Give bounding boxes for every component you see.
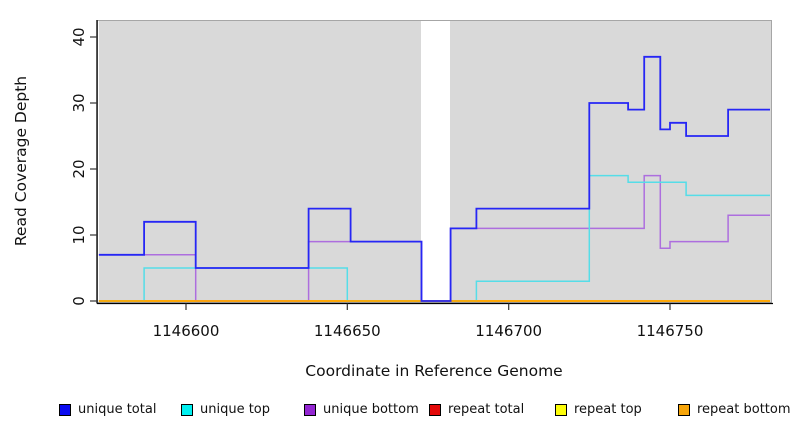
y-axis-title: Read Coverage Depth: [12, 75, 30, 247]
y-tick-label: 0: [70, 296, 88, 306]
legend-item-unique-top: unique top: [181, 403, 270, 417]
x-tick-label: 1146600: [152, 322, 220, 340]
series-unique-total: [98, 55, 770, 302]
legend-item-unique-total: unique total: [59, 403, 156, 417]
legend-swatch-icon: [555, 404, 567, 416]
legend-swatch-icon: [429, 404, 441, 416]
legend-swatch-icon: [304, 404, 316, 416]
legend-label: repeat top: [574, 402, 642, 417]
legend-label: unique top: [200, 402, 271, 417]
series-unique-bottom: [98, 174, 770, 302]
legend-swatch-icon: [678, 404, 690, 416]
legend-swatch-icon: [181, 404, 193, 416]
legend-label: unique bottom: [323, 402, 419, 417]
y-tick-label: 40: [70, 27, 88, 47]
legend-item-repeat-top: repeat top: [555, 403, 642, 417]
y-tick-label: 10: [70, 225, 88, 245]
legend-item-repeat-total: repeat total: [429, 403, 524, 417]
legend-item-repeat-bottom: repeat bottom: [678, 403, 791, 417]
y-tick-label: 30: [70, 93, 88, 113]
legend-label: unique total: [78, 402, 157, 417]
x-tick-label: 1146750: [636, 322, 704, 340]
x-axis-title: Coordinate in Reference Genome: [305, 362, 563, 380]
series-unique-top: [98, 174, 770, 302]
x-tick-label: 1146650: [313, 322, 381, 340]
y-tick-label: 20: [70, 159, 88, 179]
legend-item-unique-bottom: unique bottom: [304, 403, 419, 417]
legend-label: repeat bottom: [697, 402, 791, 417]
legend-label: repeat total: [448, 402, 525, 417]
coverage-region-right: [450, 21, 771, 302]
x-tick-label: 1146700: [475, 322, 543, 340]
legend-swatch-icon: [59, 404, 71, 416]
